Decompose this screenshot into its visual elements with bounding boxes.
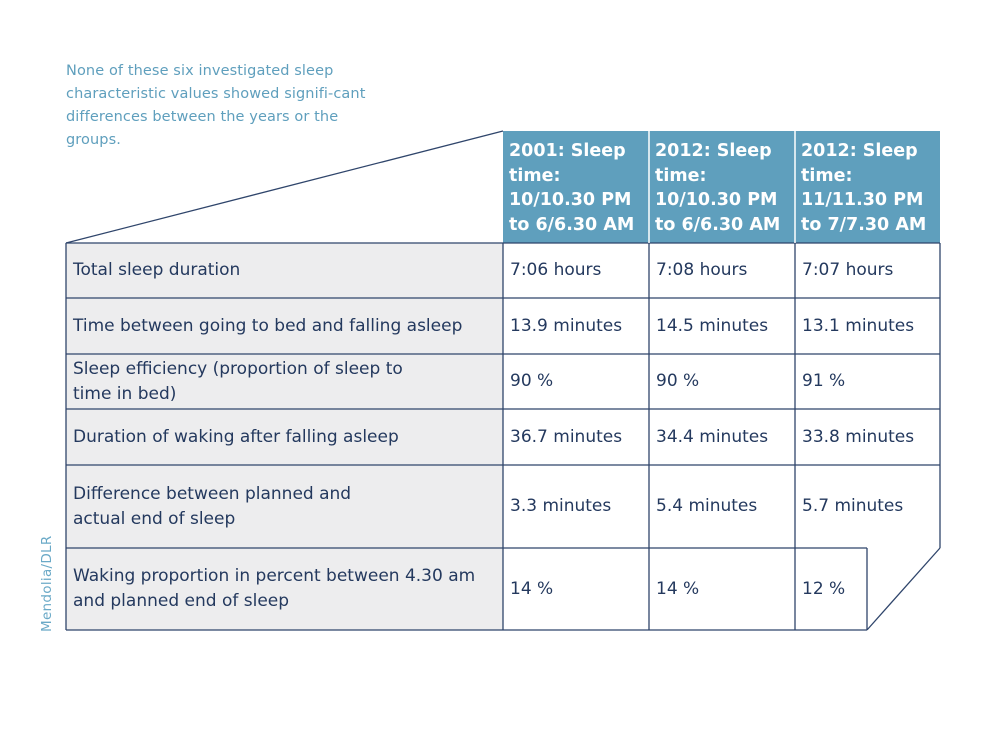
header-background (503, 131, 940, 243)
table-cell: 12 % (802, 578, 846, 599)
table-cell: 7:06 hours (510, 260, 602, 280)
column-header-2012-late: 2012: Sleep time: 11/11.30 PM to 7/7.30 … (801, 141, 927, 235)
intro-text: None of these six investigated sleep cha… (66, 63, 366, 148)
row-label-waking-duration: Duration of waking after falling asleep (73, 426, 399, 447)
table-cell: 14 % (656, 578, 700, 599)
label-column-background (66, 243, 503, 630)
table-cell: 33.8 minutes (802, 426, 915, 447)
fold-diagonal (866, 547, 941, 631)
table-cell: 14.5 minutes (656, 315, 769, 336)
corner-diagonal (65, 130, 504, 244)
row-label-end-of-sleep-difference: Difference between planned and actual en… (73, 483, 352, 529)
table-cell: 7:07 hours (802, 260, 894, 280)
table-cell: 5.7 minutes (802, 496, 904, 516)
table-cell: 7:08 hours (656, 260, 748, 280)
table-cell: 13.1 minutes (802, 315, 915, 336)
row-label-total-sleep-duration: Total sleep duration (73, 260, 241, 280)
row-label-waking-proportion: Waking proportion in percent between 4.3… (73, 566, 476, 611)
table-cell: 34.4 minutes (656, 426, 769, 447)
column-header-2012-early: 2012: Sleep time: 10/10.30 PM to 6/6.30 … (655, 141, 781, 235)
table-cell: 5.4 minutes (656, 496, 758, 516)
table-cell: 36.7 minutes (510, 426, 623, 447)
row-label-time-to-fall-asleep: Time between going to bed and falling as… (73, 315, 463, 336)
table-cell: 13.9 minutes (510, 315, 623, 336)
column-header-2001: 2001: Sleep time: 10/10.30 PM to 6/6.30 … (509, 141, 635, 235)
table-cell: 90 % (656, 371, 700, 391)
table-cell: 91 % (802, 371, 846, 391)
table-cell: 3.3 minutes (510, 496, 612, 516)
table-cell: 90 % (510, 371, 554, 391)
row-label-sleep-efficiency: Sleep efficiency (proportion of sleep to… (73, 358, 403, 404)
table-cell: 14 % (510, 578, 554, 599)
